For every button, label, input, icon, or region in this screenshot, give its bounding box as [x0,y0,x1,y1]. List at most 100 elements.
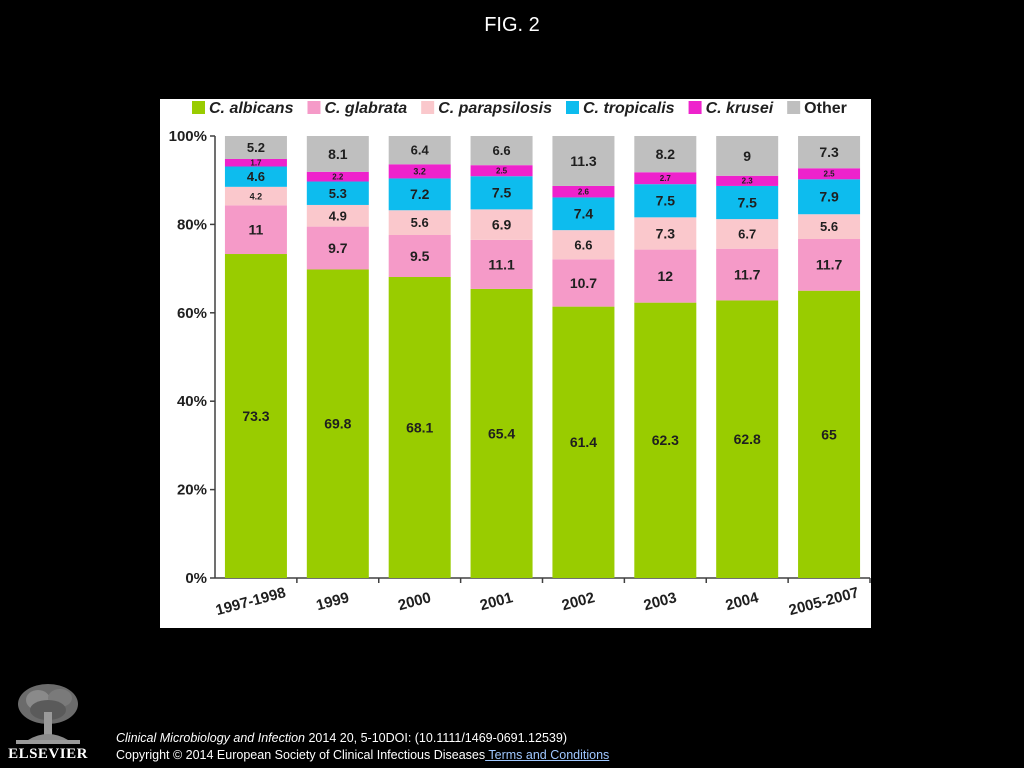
bar-segment [798,238,861,291]
legend-swatch [688,101,702,114]
bar-segment [306,136,369,172]
bar-segment [634,302,697,578]
bar-segment [388,235,451,277]
bar-segment [716,300,779,578]
bar-segment [552,197,615,231]
legend-label: C. krusei [706,100,774,117]
bar-segment [306,181,369,205]
data-label: 2.6 [578,187,590,196]
bar-segment [552,185,615,198]
y-tick-label: 40% [177,393,207,410]
stacked-bar-chart: C. albicans C. glabrata C. parapsilosis C. … [169,100,871,619]
bar-segment [306,204,369,227]
x-tick-label: 2003 [642,589,679,614]
data-label: 7.5 [656,193,676,209]
bar-segment [224,136,287,159]
data-label: 65.4 [488,425,515,441]
y-tick-label: 100% [169,128,207,145]
data-label: 9.7 [328,240,348,256]
bar-segment [716,248,779,301]
data-label: 73.3 [242,408,269,424]
y-tick-label: 80% [177,216,207,233]
data-label: 8.1 [328,146,348,162]
bar-segment [798,290,861,578]
bar-segment [470,176,533,210]
bar-segment [798,179,861,215]
bar-segment [224,166,287,187]
data-label: 7.2 [410,186,430,202]
legend-label: C. glabrata [324,100,407,117]
bar-segment [306,226,369,270]
bar-segment [552,230,615,260]
x-tick-label: 2001 [478,589,515,614]
data-label: 7.5 [492,185,512,201]
figure-title: FIG. 2 [484,14,540,36]
bar-segment [634,136,697,173]
data-label: 62.3 [652,432,679,448]
bar-segment [224,205,287,255]
terms-link[interactable]: Terms and Conditions [485,748,610,762]
y-tick-label: 60% [177,305,207,322]
bar-segment [798,214,861,239]
legend-swatch [566,101,579,114]
citation-footer: Clinical Microbiology and Infection 2014… [116,730,609,764]
legend-label: C. parapsilosis [438,100,552,117]
bar-segment [552,136,615,186]
citation-details: 2014 20, 5-10DOI: (10.1111/1469-0691.125… [304,731,567,745]
legend-swatch [307,101,321,114]
bar-segment [388,276,451,578]
data-label: 2.3 [742,177,754,186]
data-label: 6.4 [411,143,430,158]
y-tick-label: 0% [185,570,207,587]
data-label: 68.1 [406,419,433,435]
data-label: 69.8 [324,416,351,432]
data-label: 6.6 [574,237,592,252]
legend-swatch [787,101,801,114]
data-label: 4.6 [247,169,265,184]
bar-segment [552,306,615,578]
bar-segment [716,136,779,176]
copyright-line: Copyright © 2014 European Society of Cli… [116,747,609,764]
data-label: 62.8 [734,431,761,447]
data-label: 61.4 [570,434,597,450]
journal-name: Clinical Microbiology and Infection [116,731,305,745]
bar-segment [634,184,697,218]
data-label: 2.5 [824,170,836,179]
data-label: 11.7 [734,266,761,282]
data-label: 9.5 [410,248,430,264]
bar-segment [388,210,451,236]
bar-segment [224,158,287,167]
bar-segment [634,217,697,250]
bar-segment [388,178,451,211]
data-label: 65 [821,426,837,442]
bar-segment [306,171,369,182]
bar-segment [224,186,287,206]
data-label: 5.6 [820,219,838,234]
data-label: 5.6 [411,215,429,230]
copyright-text: Copyright © 2014 European Society of Cli… [116,748,486,762]
data-label: 1.7 [250,159,262,168]
bar-segment [224,254,287,578]
bar-segment [470,136,533,166]
x-tick-label: 2004 [724,589,761,614]
bar-segment [306,269,369,578]
bar-segment [470,209,533,240]
bar-segment [470,288,533,578]
bar-segment [388,136,451,165]
citation-line: Clinical Microbiology and Infection 2014… [116,730,609,747]
legend-label: C. tropicalis [583,100,675,117]
data-label: 5.2 [247,140,265,155]
data-label: 2.2 [332,172,344,181]
legend-label: Other [804,100,847,117]
x-tick-label: 2002 [560,589,597,614]
publisher-name: ELSEVIER [8,746,88,762]
bar-segment [470,239,533,289]
data-label: 2.7 [660,174,672,183]
legend-swatch [421,101,435,114]
bar-segment [634,249,697,303]
x-tick-label: 2005-2007 [787,584,861,619]
data-label: 7.5 [737,194,757,210]
bar-segment [552,259,615,307]
data-label: 2.5 [496,166,508,175]
bar-segment [388,164,451,179]
